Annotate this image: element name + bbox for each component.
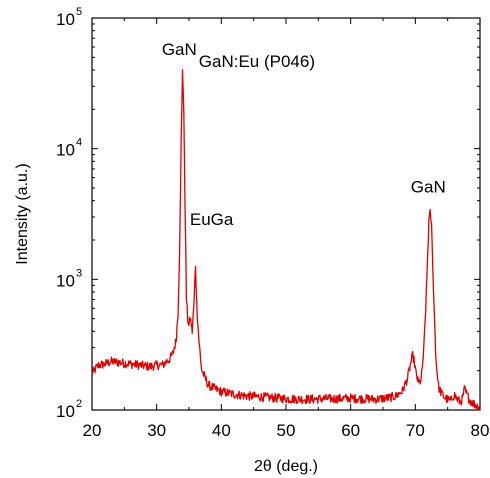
x-tick-label: 20 bbox=[83, 421, 102, 440]
y-tick-label: 10 bbox=[56, 141, 75, 160]
y-tick-exponent: 5 bbox=[76, 6, 82, 18]
series-line bbox=[91, 69, 481, 411]
annotation-label: GaN bbox=[162, 40, 197, 59]
ticks bbox=[91, 18, 481, 411]
y-tick-label: 10 bbox=[56, 402, 75, 421]
x-tick-label: 70 bbox=[406, 421, 425, 440]
x-tick-label: 40 bbox=[212, 421, 231, 440]
annotation-label: EuGa bbox=[190, 210, 234, 229]
y-tick-exponent: 3 bbox=[76, 267, 82, 279]
x-tick-label: 50 bbox=[277, 421, 296, 440]
y-tick-exponent: 4 bbox=[76, 137, 82, 149]
x-tick-label: 60 bbox=[341, 421, 360, 440]
x-tick-label: 30 bbox=[147, 421, 166, 440]
annotation-label: GaN:Eu (P046) bbox=[199, 52, 315, 71]
y-tick-label: 10 bbox=[56, 10, 75, 29]
y-axis-title: Intensity (a.u.) bbox=[14, 163, 31, 264]
y-tick-label: 10 bbox=[56, 271, 75, 290]
y-tick-exponent: 2 bbox=[76, 398, 82, 410]
annotation-label: GaN bbox=[411, 178, 446, 197]
plot-frame bbox=[91, 17, 481, 411]
x-tick-label: 80 bbox=[471, 421, 490, 440]
x-tick-labels: 20 30 40 50 60 70 80 bbox=[83, 421, 490, 440]
x-axis-title: 2θ (deg.) bbox=[254, 458, 318, 475]
